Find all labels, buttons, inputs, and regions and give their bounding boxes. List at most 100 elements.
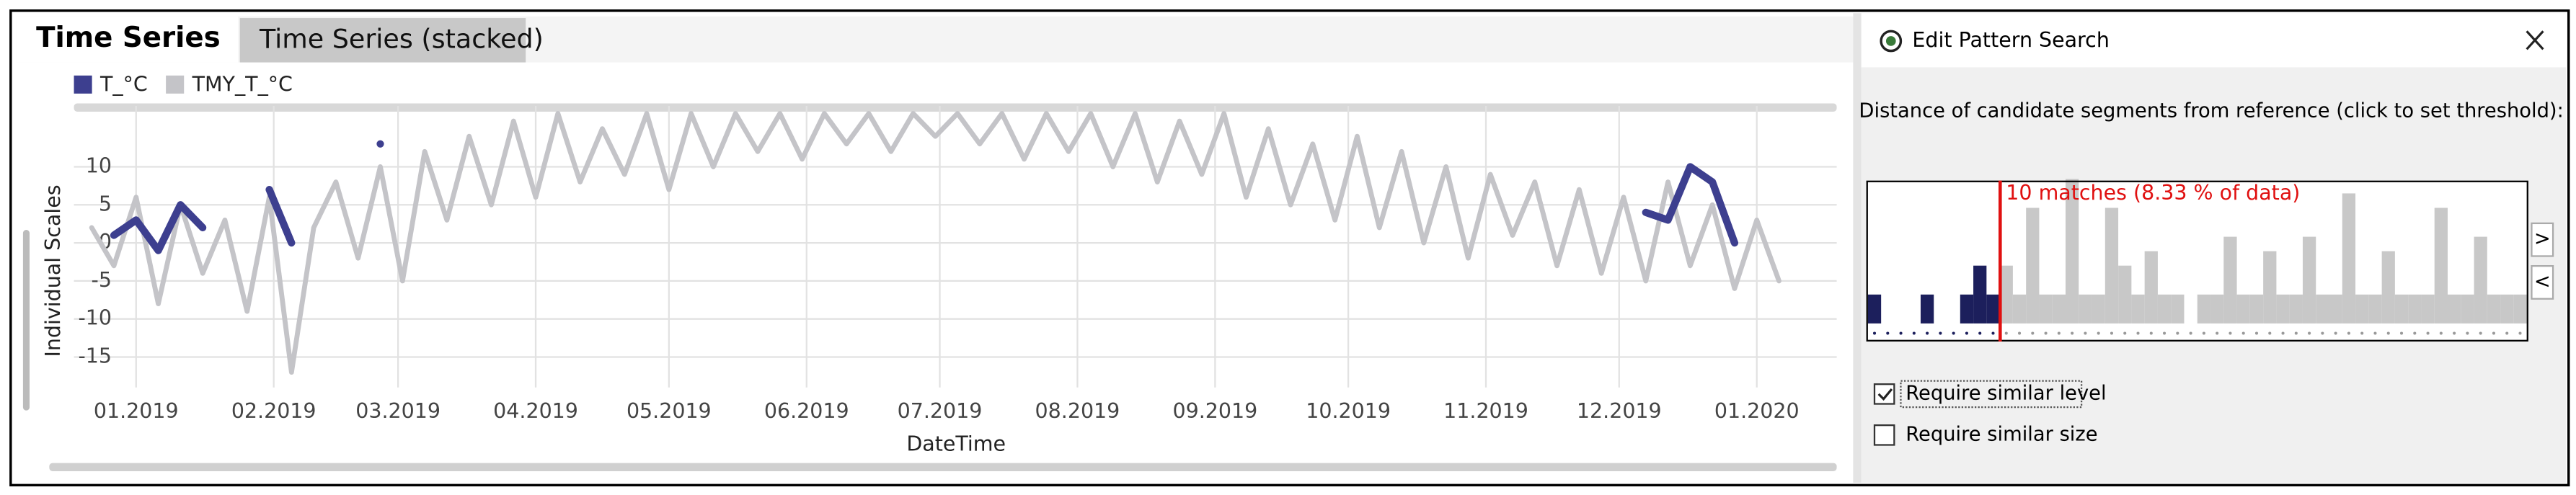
bar bbox=[1973, 265, 1987, 324]
y-tick-label: -5 bbox=[92, 268, 112, 292]
prev-button-label[interactable]: < bbox=[2534, 270, 2551, 293]
y-tick-label: -15 bbox=[78, 344, 112, 368]
segment-dot bbox=[2386, 331, 2390, 335]
x-tick-label: 06.2019 bbox=[764, 399, 849, 423]
bar bbox=[2039, 294, 2053, 324]
segment-dot bbox=[2057, 331, 2061, 335]
checkbox[interactable] bbox=[1873, 383, 1895, 405]
y-tick-label: 10 bbox=[86, 153, 112, 177]
distance-histogram[interactable] bbox=[1867, 179, 2527, 340]
checkbox-label[interactable]: Require similar size bbox=[1906, 423, 2097, 445]
panel-title: Edit Pattern Search bbox=[1912, 28, 2109, 52]
tab-active[interactable] bbox=[16, 16, 239, 63]
bar bbox=[2447, 294, 2461, 324]
bar bbox=[2394, 294, 2409, 324]
scrollbar-top[interactable] bbox=[74, 103, 1837, 112]
segment-dot bbox=[2479, 331, 2482, 335]
bar bbox=[2012, 294, 2027, 324]
legend-swatch bbox=[74, 75, 92, 94]
legend-label: T_°C bbox=[99, 72, 148, 96]
segment-dot bbox=[1991, 331, 1995, 335]
segment-dot bbox=[2413, 331, 2417, 335]
bar bbox=[2408, 294, 2422, 324]
segment-dot bbox=[1965, 331, 1968, 335]
segment-dot bbox=[2097, 331, 2100, 335]
segment-dot bbox=[1872, 331, 1877, 335]
bar bbox=[2079, 294, 2092, 324]
segment-dot bbox=[2123, 331, 2127, 335]
segment-dot bbox=[2110, 331, 2114, 335]
tab-label[interactable]: Time Series (stacked) bbox=[259, 23, 544, 54]
next-button[interactable] bbox=[2531, 222, 2554, 257]
bar bbox=[2104, 208, 2119, 324]
segment-dot bbox=[1899, 331, 1903, 335]
bar bbox=[2092, 294, 2105, 324]
checkbox-label[interactable]: Require similar level bbox=[1906, 382, 2106, 404]
segment-dot bbox=[2505, 331, 2509, 335]
bar bbox=[1960, 294, 1974, 324]
window-border bbox=[9, 9, 2570, 487]
scrollbar-left[interactable] bbox=[22, 230, 30, 411]
bar bbox=[2118, 265, 2132, 324]
tab-inactive[interactable] bbox=[239, 18, 526, 63]
segment-dot bbox=[2202, 331, 2205, 335]
segment-dot bbox=[1952, 331, 1955, 335]
segment-dot bbox=[2071, 331, 2074, 335]
bar bbox=[2131, 294, 2145, 324]
bar bbox=[2052, 294, 2066, 324]
bar bbox=[2276, 294, 2290, 324]
bar bbox=[1920, 294, 1934, 324]
tab-label[interactable]: Time Series bbox=[36, 22, 221, 54]
bar bbox=[2026, 208, 2040, 324]
segment-dot bbox=[2031, 331, 2035, 335]
segment-dot bbox=[2347, 331, 2350, 335]
bar bbox=[2329, 294, 2342, 324]
x-tick-label: 12.2019 bbox=[1577, 399, 1662, 423]
segment-dot bbox=[2228, 331, 2232, 335]
bar bbox=[2474, 236, 2487, 324]
x-tick-label: 01.2020 bbox=[1714, 399, 1800, 423]
bar bbox=[2316, 294, 2329, 324]
bar bbox=[2066, 179, 2079, 324]
segment-dot bbox=[1978, 331, 1982, 335]
y-tick-label: -10 bbox=[78, 306, 112, 330]
splitter[interactable] bbox=[1853, 13, 1862, 483]
segment-dot bbox=[2308, 331, 2311, 335]
scrollbar-bottom[interactable] bbox=[49, 463, 1837, 471]
segment-dot bbox=[2334, 331, 2337, 335]
prev-button[interactable] bbox=[2531, 264, 2554, 300]
segment-dot bbox=[2439, 331, 2443, 335]
x-tick-label: 01.2019 bbox=[94, 399, 179, 423]
series-line bbox=[110, 140, 1739, 254]
segment-dot bbox=[2004, 331, 2008, 335]
options: Require similar level Require similar siz… bbox=[1873, 380, 2107, 446]
x-tick-label: 03.2019 bbox=[355, 399, 441, 423]
segment-dot bbox=[2492, 331, 2496, 335]
x-axis-label: DateTime bbox=[906, 432, 1006, 456]
bar bbox=[2144, 251, 2158, 324]
segment-dot bbox=[2321, 331, 2324, 335]
panel-icon-dot bbox=[1885, 36, 1896, 46]
bar bbox=[2513, 294, 2527, 324]
bar bbox=[2342, 193, 2356, 324]
bar bbox=[1867, 294, 1882, 324]
checkbox[interactable] bbox=[1873, 424, 1895, 446]
segment-dot bbox=[2163, 331, 2166, 335]
bar bbox=[2355, 294, 2369, 324]
legend-label: TMY_T_°C bbox=[192, 72, 293, 96]
bar bbox=[1999, 265, 2013, 324]
next-button-label[interactable]: > bbox=[2534, 228, 2551, 250]
bar bbox=[2487, 294, 2501, 324]
panel-subtitle: Distance of candidate segments from refe… bbox=[1859, 99, 2563, 122]
series-line bbox=[89, 111, 1781, 375]
segment-dot bbox=[2466, 331, 2469, 335]
y-axis-label: Individual Scales bbox=[41, 184, 65, 357]
segment-dot bbox=[2149, 331, 2153, 335]
close-button[interactable] bbox=[2526, 30, 2544, 50]
bar bbox=[2210, 294, 2224, 324]
x-tick-label: 04.2019 bbox=[493, 399, 578, 423]
bar bbox=[2434, 208, 2448, 324]
checkmark[interactable] bbox=[1877, 388, 1893, 401]
segment-dot bbox=[2216, 331, 2219, 335]
